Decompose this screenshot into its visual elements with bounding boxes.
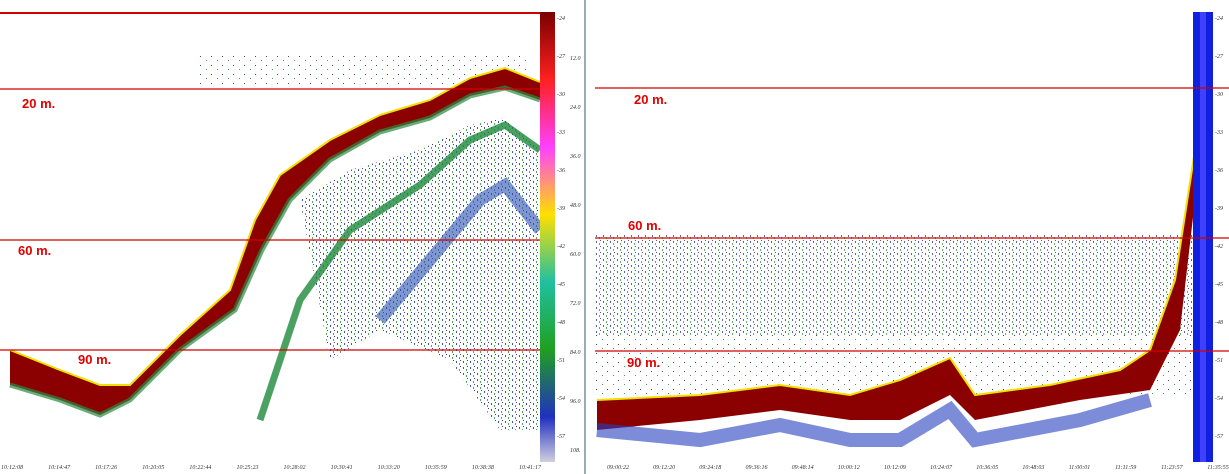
depth-axis-label: 36.0 [569,154,581,160]
scale-label: -45 [557,281,565,288]
depth-label: 90 m. [627,355,660,370]
time-label: 11:00:01 [1069,465,1091,471]
time-label: 11:35:55 [1207,465,1229,471]
time-label: 10:12:08 [1,465,23,471]
time-label: 09:36:16 [745,465,767,471]
depth-label: 60 m. [628,218,661,233]
fish-layer [595,235,1195,335]
time-label: 10:48:03 [1022,464,1044,471]
depth-axis-label: 60.0 [570,252,581,258]
scale-label: -30 [557,92,565,98]
scale-label: -24 [1215,15,1223,22]
seabed-edge [9,66,541,386]
scale-label: -57 [557,434,566,440]
time-label: 10:20:05 [142,465,164,471]
time-label: 10:35:59 [425,465,447,471]
time-label: 09:24:18 [699,464,721,471]
scale-label: -27 [557,54,566,60]
time-label: 10:00:12 [838,465,860,471]
right-panel [595,12,1213,462]
time-label: 11:11:59 [1115,465,1136,471]
time-label: 10:38:38 [472,465,494,471]
seabed [10,68,540,415]
color-scale [540,12,555,462]
scale-label: -51 [557,358,565,364]
depth-axis-label: 12.0 [570,56,581,62]
seabed-tail [596,393,1152,448]
time-label: 10:24:07 [930,464,953,471]
depth-label: 20 m. [22,96,55,111]
depth-label: 90 m. [78,352,111,367]
scale-label: -24 [557,15,565,22]
time-label: 11:23:57 [1161,465,1184,471]
depth-label: 60 m. [18,243,51,258]
time-label: 10:33:20 [378,465,400,471]
time-label: 10:14:47 [48,464,71,471]
scale-label: -48 [557,319,565,326]
seabed [597,150,1195,430]
depth-axis-label: 84.0 [570,349,581,356]
time-label: 10:28:02 [284,465,306,471]
depth-axis-label: 108. [570,448,581,454]
scale-label: -42 [557,243,565,250]
seabed-tail [9,85,541,418]
depth-axis-label: 72.0 [570,301,581,307]
depth-label: 20 m. [634,92,667,107]
scale-label: -51 [1215,358,1223,364]
depth-axis-label: 96.0 [570,399,581,405]
time-label: 10:25:23 [236,465,258,471]
panel-border [584,0,586,474]
time-label: 10:17:26 [95,465,117,471]
scale-label: -33 [557,130,565,136]
left-panel [0,0,586,474]
scale-label: -57 [1215,434,1224,440]
seabed-edge [596,149,1196,401]
scale-label: -39 [557,206,565,212]
scale-label: -45 [1215,281,1223,288]
time-label: 09:12:20 [653,465,675,471]
time-label: 10:22:44 [189,464,211,471]
scale-label: -42 [1215,243,1223,250]
time-label: 10:36:05 [976,465,998,471]
time-label: 09:48:14 [792,464,814,471]
depth-axis-label: 48.0 [570,202,581,209]
scale-label: -27 [1215,54,1224,60]
scale-label: -30 [1215,92,1223,98]
third-echo [375,177,545,324]
scale-label: -54 [557,395,565,402]
scale-label: -33 [1215,130,1223,136]
second-echo-line [256,121,543,422]
depth-axis-label: 24.0 [570,104,581,111]
scale-label: -39 [1215,206,1223,212]
time-label: 10:30:41 [331,464,353,471]
scale-label: -48 [1215,319,1223,326]
scale-label: -54 [1215,395,1223,402]
scale-label: -36 [557,168,565,174]
time-label: 10:41:17 [519,464,542,471]
time-label: 09:00:22 [607,465,629,471]
scale-label: -36 [1215,168,1223,174]
time-label: 10:12:09 [884,465,906,471]
color-scale-center [1200,12,1206,462]
